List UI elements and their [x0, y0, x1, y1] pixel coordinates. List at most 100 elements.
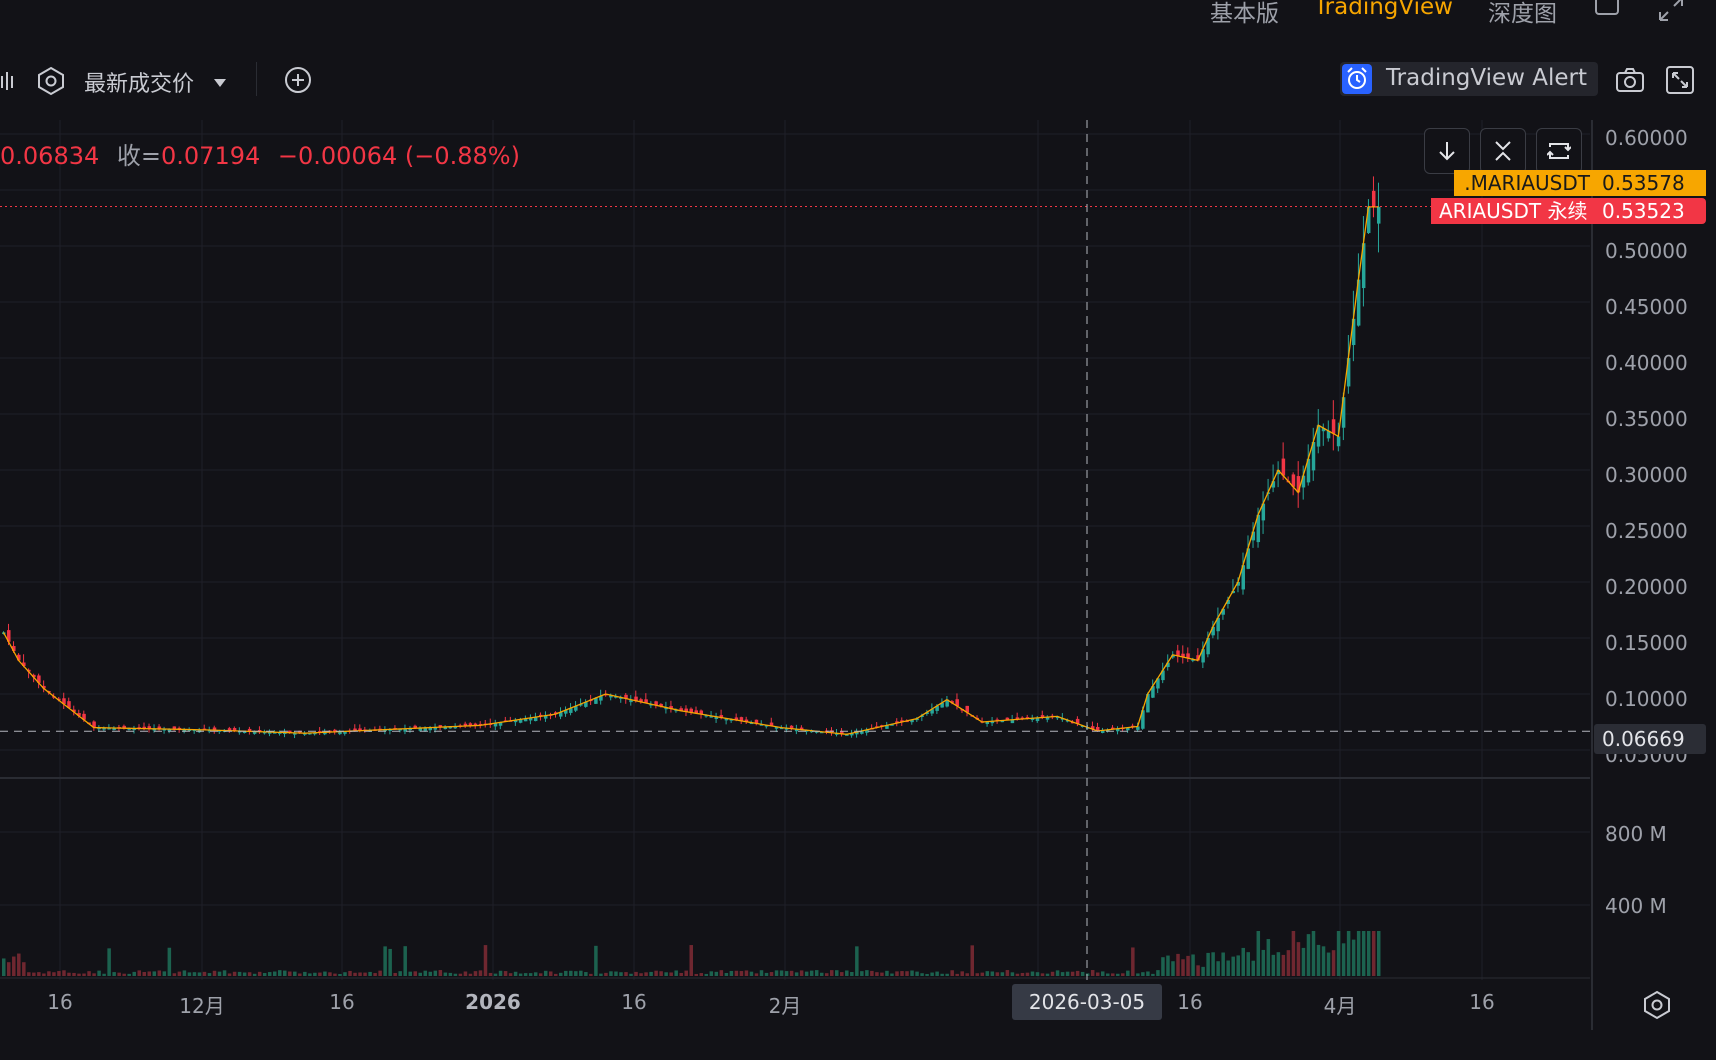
candle-body: [493, 723, 498, 727]
volume-bar: [1005, 970, 1010, 976]
candle-body: [323, 732, 327, 735]
price-tick: 0.25000: [1605, 519, 1688, 543]
volume-bar: [408, 971, 412, 976]
candle-body: [1311, 442, 1316, 471]
add-compare-icon[interactable]: [282, 64, 314, 96]
candle-body: [67, 701, 71, 708]
tradingview-alert-button[interactable]: TradingView Alert: [1340, 62, 1598, 96]
volume-bar: [955, 973, 959, 976]
candle-body: [152, 728, 157, 731]
tab-depth[interactable]: 深度图: [1488, 1, 1557, 27]
candle-body: [1336, 436, 1341, 447]
layout-icon[interactable]: [1594, 0, 1620, 20]
volume-bar: [584, 972, 588, 976]
volume-bar: [1371, 931, 1376, 976]
volume-bar: [152, 971, 157, 976]
candle-body: [624, 694, 628, 699]
volume-bar: [1216, 961, 1220, 976]
candle-body: [789, 725, 794, 729]
candle-body: [1326, 430, 1331, 439]
candle-body: [97, 727, 101, 730]
volume-bar: [1286, 950, 1291, 976]
volume-bar: [1166, 955, 1170, 976]
candle-body: [1010, 719, 1015, 724]
volume-bar: [358, 972, 362, 976]
volume-bar: [644, 972, 648, 976]
price-tick: 0.35000: [1605, 407, 1688, 431]
candle-body: [674, 709, 678, 712]
volume-bar: [950, 970, 954, 976]
indicators-icon[interactable]: [0, 70, 16, 92]
volume-bar: [669, 972, 673, 976]
volume-bar: [1025, 972, 1030, 976]
volume-bar: [398, 971, 402, 976]
candle-body: [794, 729, 799, 732]
candle-body: [418, 728, 423, 731]
volume-bar: [187, 972, 192, 976]
volume-bar: [112, 972, 116, 976]
candle-body: [358, 728, 362, 731]
collapse-button[interactable]: [1480, 128, 1526, 174]
scale-settings-icon[interactable]: [1642, 990, 1672, 1020]
volume-bar: [122, 973, 126, 976]
volume-bar: [719, 970, 724, 976]
caret-down-icon[interactable]: [212, 74, 228, 87]
candle-body: [799, 727, 804, 730]
volume-bar: [1236, 955, 1240, 976]
candle-body: [533, 717, 538, 722]
candle-body: [438, 725, 443, 728]
volume-bar: [1331, 950, 1336, 976]
candle-body: [192, 729, 197, 732]
top-tab-bar: 基本版 TradingView 深度图: [0, 0, 1716, 30]
settings-icon[interactable]: [36, 66, 66, 96]
tab-tradingview[interactable]: TradingView: [1314, 0, 1453, 20]
volume-bar: [759, 970, 764, 976]
scroll-to-latest-button[interactable]: [1424, 128, 1470, 174]
volume-bar: [348, 970, 352, 976]
volume-bar: [493, 973, 498, 976]
candle-body: [22, 662, 26, 666]
fullscreen-icon[interactable]: [1656, 0, 1686, 24]
volume-bar: [498, 970, 503, 976]
price-type-select[interactable]: 最新成交价: [84, 72, 195, 97]
candle-body: [1040, 715, 1045, 718]
volume-bar: [473, 971, 478, 976]
candle-body: [1136, 726, 1140, 730]
volume-bar: [1301, 947, 1306, 976]
volume-bar: [363, 972, 367, 976]
volume-bar: [739, 971, 744, 976]
volume-bar: [589, 973, 593, 976]
volume-bar: [794, 972, 799, 976]
price-tick: 0.15000: [1605, 631, 1688, 655]
volume-bar: [975, 973, 980, 976]
volume-bar: [1271, 954, 1276, 976]
volume-bar: [12, 956, 16, 976]
candle-body: [1321, 428, 1326, 432]
volume-bar: [1116, 973, 1120, 976]
volume-bar: [1085, 973, 1090, 976]
candle-body: [739, 717, 744, 721]
candle-body: [1306, 458, 1311, 483]
candle-body: [664, 707, 668, 710]
volume-bar: [1306, 934, 1311, 976]
candle-body: [463, 723, 468, 727]
volume-bar: [1151, 973, 1155, 976]
volume-bar: [1075, 970, 1080, 976]
camera-icon[interactable]: [1614, 64, 1646, 96]
candle-body: [659, 703, 663, 707]
volume-bar: [814, 970, 819, 976]
candle-body: [443, 726, 448, 729]
candle-body: [579, 704, 583, 706]
candle-body: [850, 733, 854, 736]
candle-body: [654, 701, 658, 706]
volume-bar: [127, 973, 131, 976]
volume-bar: [749, 971, 754, 976]
tab-basic[interactable]: 基本版: [1210, 1, 1279, 27]
candle-body: [217, 730, 222, 732]
price-tick: 0.40000: [1605, 351, 1688, 375]
volume-bar: [212, 970, 217, 976]
volume-bar: [1146, 971, 1150, 976]
expand-icon[interactable]: [1664, 64, 1696, 96]
reset-chart-button[interactable]: [1536, 128, 1582, 174]
